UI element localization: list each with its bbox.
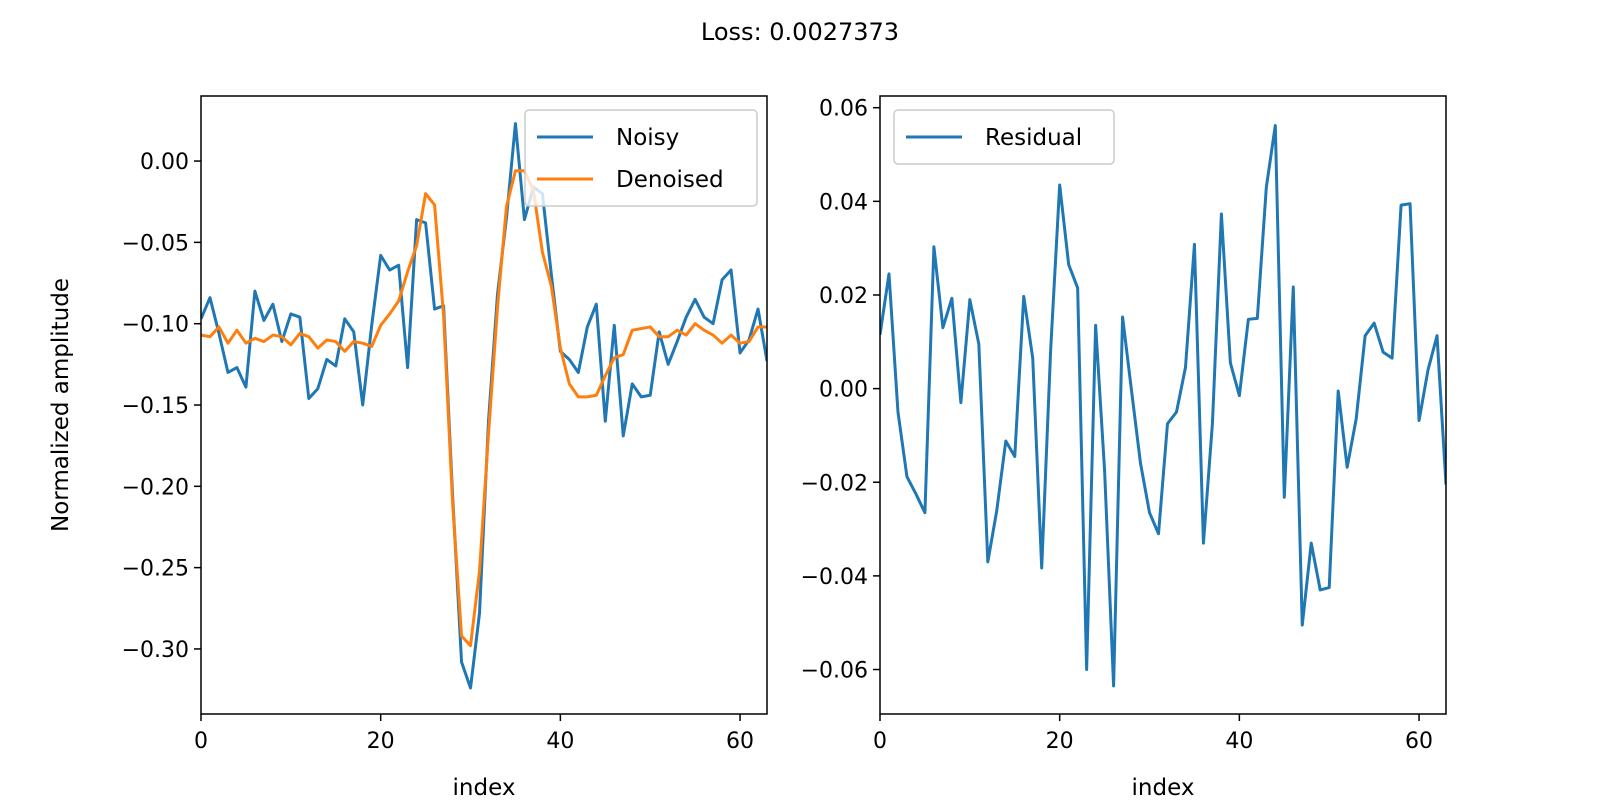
x-axis-label: index	[453, 775, 516, 800]
legend-label-denoised: Denoised	[616, 167, 724, 193]
legend-box	[524, 109, 758, 207]
y-tick-label: 0.00	[819, 378, 868, 403]
legend: Noisy Denoised	[524, 109, 758, 207]
legend-box	[893, 109, 1115, 165]
y-tick-label: −0.15	[122, 394, 189, 419]
x-tick-label: 0	[873, 729, 887, 754]
y-tick-label: −0.02	[801, 471, 868, 496]
x-tick-label: 20	[367, 729, 395, 754]
y-tick-label: −0.05	[122, 231, 189, 256]
y-tick-label: −0.10	[122, 313, 189, 338]
y-axis-label: Normalized amplitude	[48, 278, 74, 532]
left-plot-amplitude: 0 20 40 60 0.00 −0.05 −0.10 −0.15 −0.20 −0.25 −0.3…	[48, 95, 768, 800]
y-tick-label: 0.04	[819, 190, 868, 215]
legend: Residual	[893, 109, 1115, 165]
y-tick-label: 0.00	[140, 150, 189, 175]
legend-label-residual: Residual	[985, 125, 1082, 151]
axes-frame	[879, 95, 1447, 715]
x-axis-label: index	[1132, 775, 1195, 800]
y-tick-label: −0.25	[122, 557, 189, 582]
series-line-residual	[880, 124, 1446, 688]
x-tick-label: 0	[194, 729, 208, 754]
y-tick-label: 0.02	[819, 284, 868, 309]
y-tick-label: −0.04	[801, 565, 868, 590]
right-plot-residual: 0 20 40 60 0.06 0.04 0.02 0.00 −0.02 −0.04 −0.06 in…	[801, 95, 1447, 800]
y-tick-label: 0.06	[819, 97, 868, 122]
y-tick-label: −0.06	[801, 659, 868, 684]
legend-label-noisy: Noisy	[616, 125, 679, 151]
figure-suptitle: Loss: 0.0027373	[701, 18, 899, 46]
x-tick-label: 20	[1046, 729, 1074, 754]
x-tick-label: 40	[546, 729, 574, 754]
series-line-denoised	[201, 169, 767, 648]
x-tick-label: 60	[1405, 729, 1433, 754]
y-tick-label: −0.30	[122, 638, 189, 663]
y-tick-label: −0.20	[122, 475, 189, 500]
x-tick-label: 40	[1225, 729, 1253, 754]
x-tick-label: 60	[726, 729, 754, 754]
